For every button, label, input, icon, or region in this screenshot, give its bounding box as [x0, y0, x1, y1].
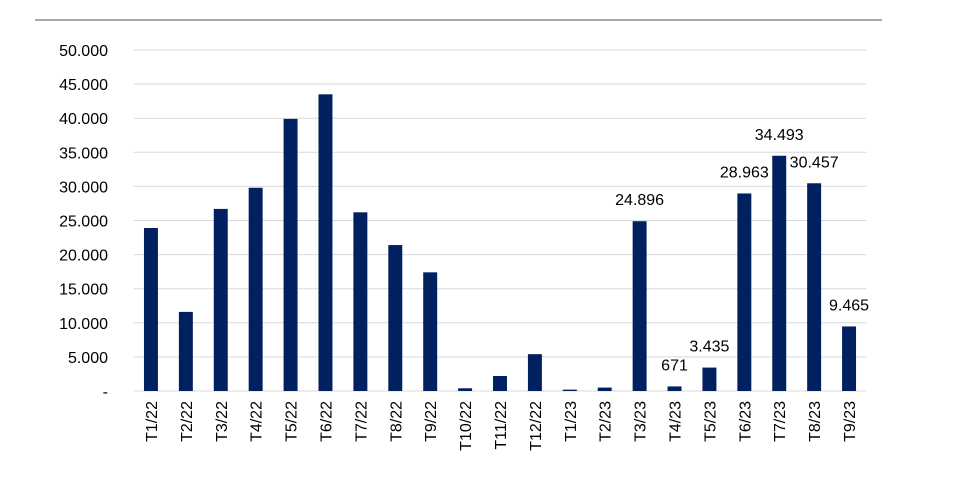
- bar: [353, 212, 368, 391]
- x-tick-label: T4/22: [249, 401, 266, 442]
- data-label: 34.493: [755, 127, 804, 144]
- y-tick-label: 5.000: [68, 350, 108, 367]
- bar: [667, 386, 682, 391]
- y-tick-label: 40.000: [59, 111, 108, 128]
- data-label: 30.457: [790, 154, 839, 171]
- x-tick-label: T3/22: [214, 401, 231, 442]
- x-tick-label: T6/23: [737, 401, 754, 442]
- y-tick-label: 45.000: [59, 77, 108, 94]
- data-label: 9.465: [829, 297, 869, 314]
- y-tick-label: -: [103, 384, 108, 401]
- bar: [283, 118, 298, 391]
- x-tick-label: T5/23: [702, 401, 719, 442]
- data-label: 3.435: [689, 339, 729, 356]
- x-tick-label: T10/22: [458, 401, 475, 451]
- bar: [178, 311, 193, 391]
- y-tick-label: 10.000: [59, 316, 108, 333]
- x-tick-label: T5/22: [284, 401, 301, 442]
- x-tick-label: T9/22: [423, 401, 440, 442]
- x-tick-label: T6/22: [318, 401, 335, 442]
- x-tick-label: T1/22: [144, 401, 161, 442]
- x-tick-label: T9/23: [842, 401, 859, 442]
- x-tick-label: T8/23: [807, 401, 824, 442]
- bar: [388, 245, 403, 391]
- bar: [423, 272, 438, 391]
- bar: [702, 367, 717, 391]
- bar: [772, 155, 787, 391]
- data-label: 28.963: [720, 164, 769, 181]
- bar: [597, 387, 612, 391]
- x-tick-label: T4/23: [668, 401, 685, 442]
- x-tick-label: T8/22: [388, 401, 405, 442]
- bar: [493, 375, 507, 391]
- x-tick-label: T1/23: [563, 401, 580, 442]
- data-label: 24.896: [615, 192, 664, 209]
- bar: [807, 183, 822, 391]
- y-tick-label: 15.000: [59, 282, 108, 299]
- bar: [527, 354, 542, 391]
- y-tick-label: 25.000: [59, 214, 108, 231]
- bar: [213, 208, 228, 391]
- x-tick-label: T12/22: [528, 401, 545, 451]
- bar: [632, 221, 647, 391]
- y-tick-label: 20.000: [59, 248, 108, 265]
- bar: [458, 388, 473, 391]
- bar: [562, 389, 577, 391]
- x-tick-label: T2/22: [179, 401, 196, 442]
- x-tick-label: T7/22: [353, 401, 370, 442]
- bar: [143, 228, 158, 391]
- bar: [842, 326, 857, 391]
- y-tick-label: 30.000: [59, 179, 108, 196]
- x-tick-label: T7/23: [772, 401, 789, 442]
- y-tick-label: 35.000: [59, 145, 108, 162]
- data-label: 671: [661, 357, 688, 374]
- y-tick-label: 50.000: [59, 43, 108, 60]
- bar: [737, 193, 752, 391]
- x-tick-label: T2/23: [598, 401, 615, 442]
- bar: [248, 187, 263, 391]
- x-tick-label: T11/22: [493, 401, 510, 450]
- x-tick-label: T3/23: [633, 401, 650, 442]
- bar: [318, 94, 333, 391]
